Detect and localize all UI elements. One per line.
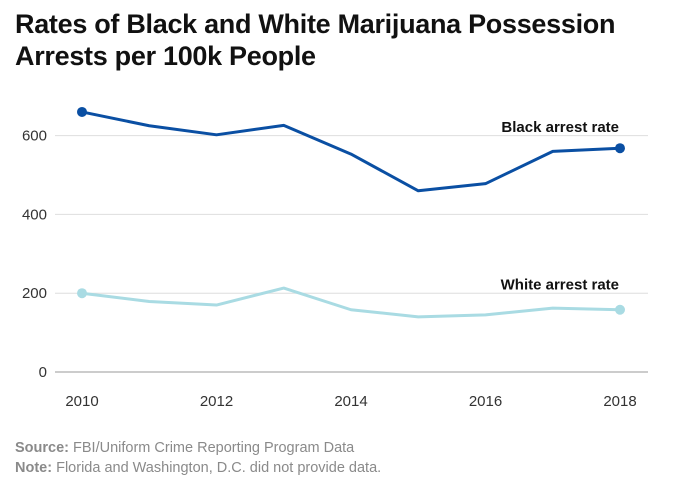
series-label-black-arrest-rate: Black arrest rate [501,119,619,136]
x-tick-label-2010: 2010 [65,393,98,410]
x-axis-ticks: 2010 2012 2014 2016 2018 [65,393,636,410]
series-end-point-white-arrest-rate [615,304,625,315]
series-line-white-arrest-rate [80,286,622,319]
source-label: Source: [15,440,69,456]
y-tick-label-0: 0 [39,364,47,381]
footnotes: Source: FBI/Uniform Crime Reporting Prog… [15,438,381,478]
y-tick-label-600: 600 [22,128,47,145]
source-line: Source: FBI/Uniform Crime Reporting Prog… [15,438,381,458]
y-tick-label-200: 200 [22,285,47,302]
series-start-point-white-arrest-rate [77,288,87,299]
source-text: FBI/Uniform Crime Reporting Program Data [69,440,355,456]
x-tick-label-2014: 2014 [334,393,367,410]
y-tick-label-400: 400 [22,206,47,223]
x-tick-label-2016: 2016 [469,393,502,410]
chart-title: Rates of Black and White Marijuana Posse… [15,9,616,71]
y-axis-ticks: 0 200 400 600 [22,128,47,381]
note-line: Note: Florida and Washington, D.C. did n… [15,458,381,478]
note-label: Note: [15,460,53,476]
gridlines [55,135,648,373]
series-start-point-black-arrest-rate [77,106,87,117]
x-tick-label-2018: 2018 [603,393,636,410]
series-end-point-black-arrest-rate [615,143,625,154]
series-label-white-arrest-rate: White arrest rate [501,277,619,294]
note-text: Florida and Washington, D.C. did not pro… [52,460,382,476]
series-line-black-arrest-rate [80,110,622,193]
x-tick-label-2012: 2012 [200,393,233,410]
series-group: Black arrest rate White arrest rate [77,106,625,319]
